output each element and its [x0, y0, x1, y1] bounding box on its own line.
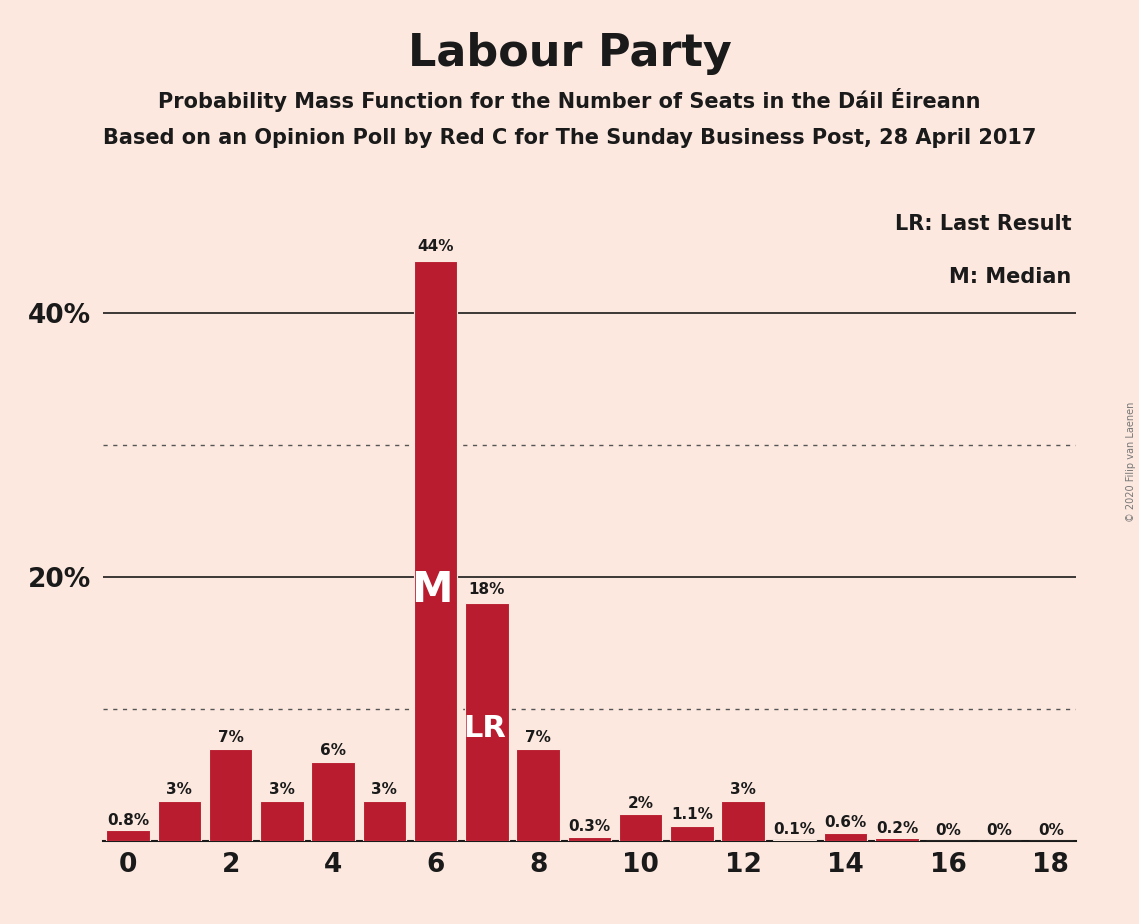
Bar	[413, 261, 458, 841]
Bar	[106, 831, 150, 841]
Text: 2%: 2%	[628, 796, 654, 810]
Text: 3%: 3%	[269, 783, 295, 797]
Bar	[670, 826, 714, 841]
Text: 7%: 7%	[525, 730, 551, 745]
Bar	[516, 748, 560, 841]
Text: 0%: 0%	[986, 823, 1013, 838]
Text: 0.6%: 0.6%	[825, 815, 867, 831]
Text: 0%: 0%	[1038, 823, 1064, 838]
Text: 0.1%: 0.1%	[773, 821, 816, 837]
Text: LR: Last Result: LR: Last Result	[894, 214, 1071, 235]
Bar	[208, 748, 253, 841]
Text: M: M	[411, 569, 452, 612]
Bar	[362, 801, 407, 841]
Text: Based on an Opinion Poll by Red C for The Sunday Business Post, 28 April 2017: Based on an Opinion Poll by Red C for Th…	[103, 128, 1036, 148]
Text: 18%: 18%	[469, 582, 505, 597]
Text: 1.1%: 1.1%	[671, 808, 713, 822]
Text: LR: LR	[462, 714, 506, 743]
Text: 0.8%: 0.8%	[107, 812, 149, 828]
Text: Labour Party: Labour Party	[408, 32, 731, 76]
Text: 0.3%: 0.3%	[568, 820, 611, 834]
Bar	[465, 603, 509, 841]
Text: 44%: 44%	[417, 239, 454, 254]
Bar	[823, 833, 868, 841]
Text: M: Median: M: Median	[949, 267, 1071, 287]
Text: 3%: 3%	[730, 783, 756, 797]
Text: 0%: 0%	[935, 823, 961, 838]
Bar	[567, 837, 612, 841]
Bar	[157, 801, 202, 841]
Bar	[260, 801, 304, 841]
Bar	[772, 840, 817, 841]
Text: © 2020 Filip van Laenen: © 2020 Filip van Laenen	[1126, 402, 1136, 522]
Bar	[875, 838, 919, 841]
Text: 7%: 7%	[218, 730, 244, 745]
Text: 6%: 6%	[320, 743, 346, 758]
Text: 0.2%: 0.2%	[876, 821, 918, 835]
Bar	[721, 801, 765, 841]
Bar	[311, 761, 355, 841]
Text: 3%: 3%	[166, 783, 192, 797]
Bar	[618, 814, 663, 841]
Text: 3%: 3%	[371, 783, 398, 797]
Text: Probability Mass Function for the Number of Seats in the Dáil Éireann: Probability Mass Function for the Number…	[158, 88, 981, 112]
